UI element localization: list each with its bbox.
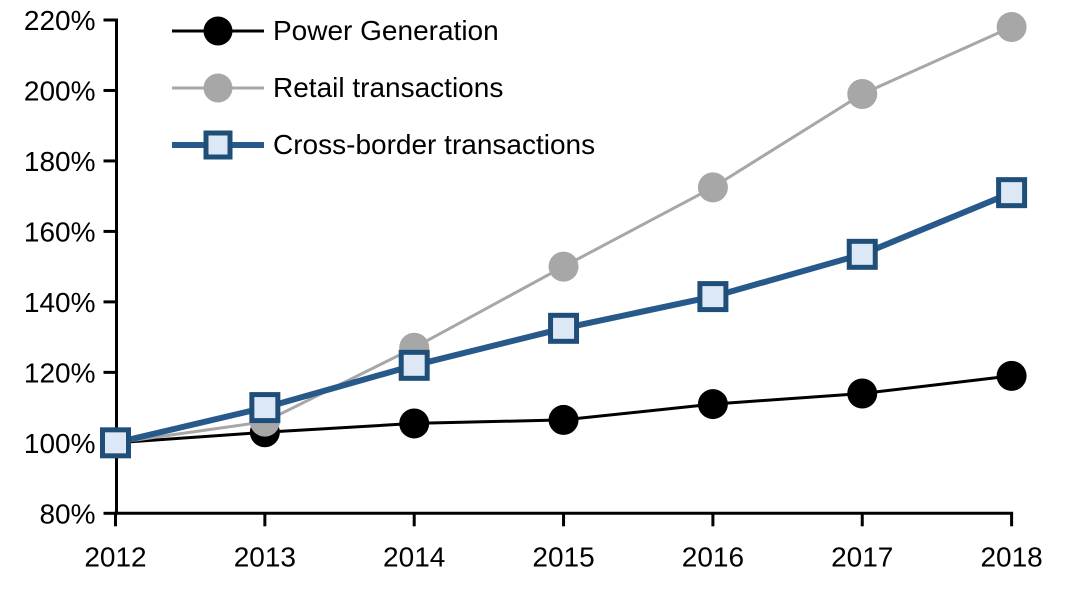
- retail-transactions-line-marker-icon: [172, 71, 264, 105]
- y-axis-tick-label: 200%: [24, 75, 96, 106]
- data-point-cross-border-transactions-2016: [697, 281, 729, 313]
- data-point-retail-transactions-2015: [548, 251, 579, 282]
- legend-item-retail-transactions: Retail transactions: [172, 59, 595, 116]
- data-point-power-generation-2015: [548, 404, 579, 435]
- y-axis-tick-label: 120%: [24, 357, 96, 388]
- y-axis-tick-label: 220%: [24, 5, 96, 36]
- y-axis-tick-label: 160%: [24, 216, 96, 247]
- data-point-cross-border-transactions-2015: [548, 312, 580, 344]
- data-point-power-generation-2018: [996, 360, 1027, 391]
- x-axis-tick-label: 2016: [682, 541, 744, 572]
- legend-item-power-generation: Power Generation: [172, 2, 595, 59]
- legend: Power Generation Retail transactions Cro…: [172, 2, 595, 173]
- y-axis-tick-label: 140%: [24, 287, 96, 318]
- data-point-cross-border-transactions-2012: [100, 427, 131, 459]
- legend-label-retail-transactions: Retail transactions: [273, 71, 504, 103]
- x-axis-tick-label: 2017: [831, 541, 893, 572]
- legend-label-power-generation: Power Generation: [273, 14, 499, 46]
- x-axis-tick-label: 2012: [84, 541, 146, 572]
- data-point-retail-transactions-2016: [697, 172, 728, 203]
- data-point-cross-border-transactions-2018: [996, 177, 1028, 209]
- y-axis-tick-label: 100%: [24, 428, 96, 459]
- data-point-cross-border-transactions-2013: [249, 392, 281, 424]
- x-axis-tick-label: 2013: [234, 541, 296, 572]
- data-point-retail-transactions-2017: [847, 78, 878, 109]
- square-marker-icon: [203, 130, 233, 159]
- data-point-power-generation-2017: [847, 378, 878, 409]
- x-axis-tick-label: 2014: [383, 541, 445, 572]
- data-point-power-generation-2014: [399, 408, 430, 439]
- legend-item-cross-border-transactions: Cross-border transactions: [172, 116, 595, 173]
- cross-border-transactions-line-marker-icon: [172, 128, 264, 162]
- x-axis-tick-label: 2015: [532, 541, 594, 572]
- power-generation-line-marker-icon: [172, 14, 264, 48]
- circle-marker-icon: [203, 16, 233, 45]
- data-point-retail-transactions-2018: [996, 12, 1027, 43]
- data-point-power-generation-2016: [697, 389, 728, 420]
- circle-marker-icon: [203, 73, 233, 102]
- y-axis-tick-label: 80%: [39, 498, 95, 529]
- x-axis-tick-label: 2018: [980, 541, 1042, 572]
- y-axis-tick-label: 180%: [24, 146, 96, 177]
- data-point-cross-border-transactions-2014: [398, 349, 430, 381]
- legend-label-cross-border-transactions: Cross-border transactions: [273, 128, 596, 160]
- data-point-cross-border-transactions-2017: [846, 238, 878, 270]
